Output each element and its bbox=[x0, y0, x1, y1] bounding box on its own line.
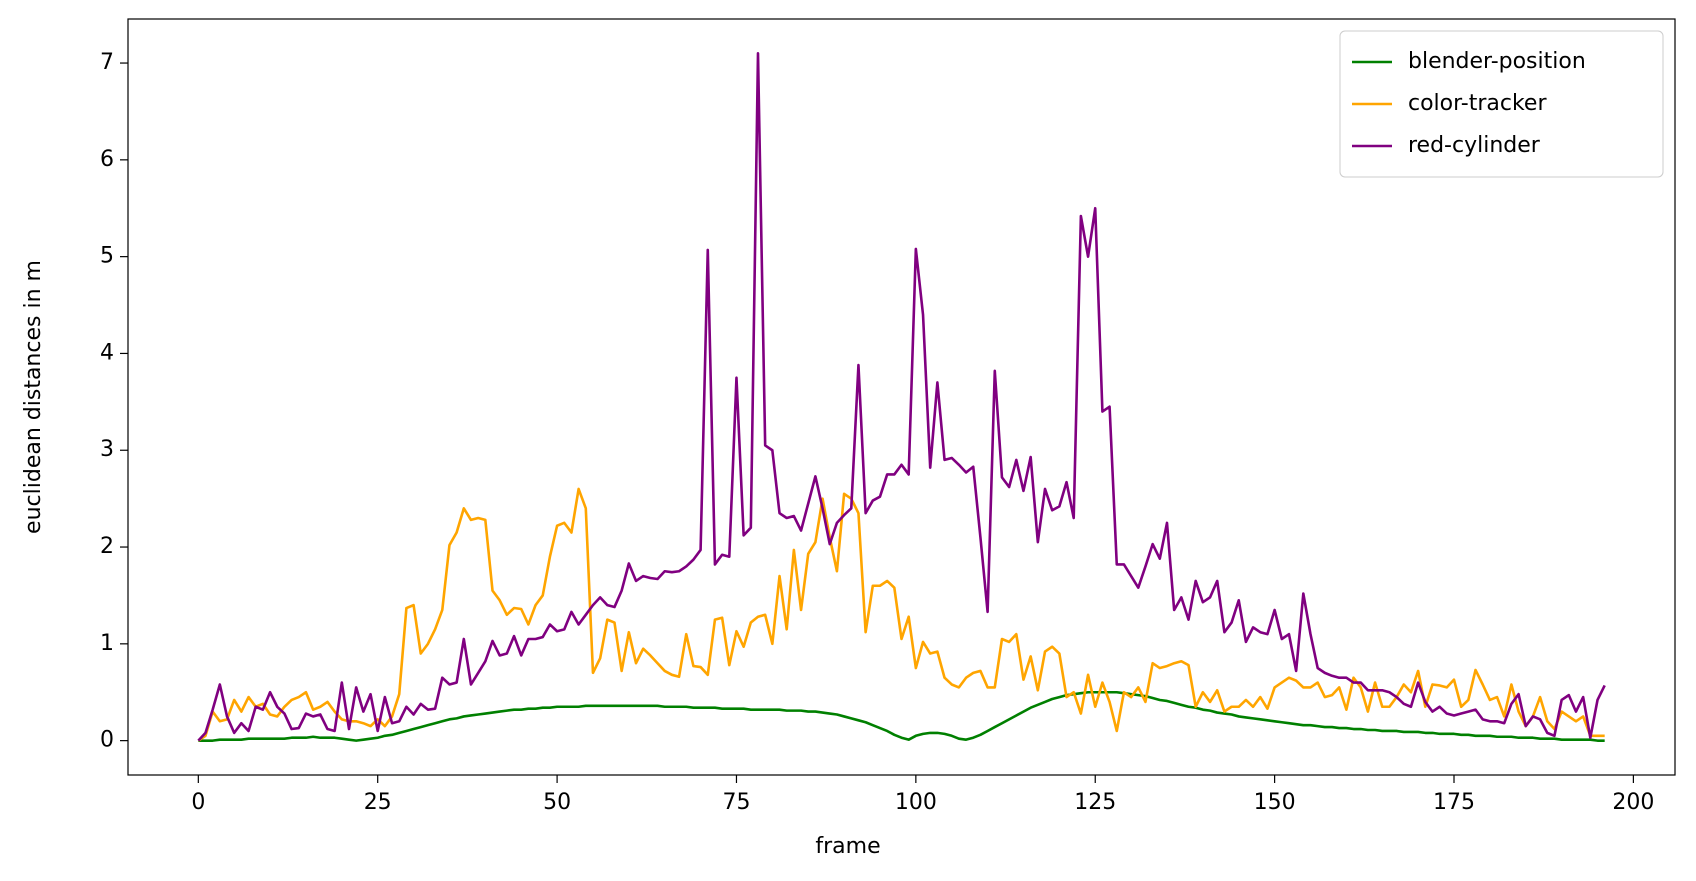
x-tick-label: 50 bbox=[543, 790, 571, 815]
x-tick-label: 175 bbox=[1433, 790, 1475, 815]
y-tick-label: 5 bbox=[100, 244, 114, 269]
x-tick-label: 25 bbox=[364, 790, 392, 815]
legend-label: blender-position bbox=[1408, 49, 1586, 74]
x-tick-label: 0 bbox=[191, 790, 205, 815]
x-tick-label: 100 bbox=[895, 790, 937, 815]
y-tick-label: 1 bbox=[100, 631, 114, 656]
legend-label: red-cylinder bbox=[1408, 133, 1541, 158]
line-series bbox=[197, 52, 1606, 742]
line-series bbox=[197, 487, 1605, 742]
x-tick-label: 75 bbox=[722, 790, 750, 815]
y-tick-label: 2 bbox=[100, 534, 114, 559]
axes-frame bbox=[127, 18, 1676, 776]
x-tick-label: 200 bbox=[1612, 790, 1654, 815]
y-tick-label: 4 bbox=[100, 340, 114, 365]
legend-box bbox=[1339, 30, 1664, 178]
line-series bbox=[198, 690, 1605, 742]
y-tick-label: 7 bbox=[100, 50, 114, 75]
y-tick-label: 0 bbox=[100, 728, 114, 753]
y-tick-label: 3 bbox=[100, 437, 114, 462]
y-axis-label: euclidean distances in m bbox=[21, 260, 46, 534]
x-tick-label: 125 bbox=[1074, 790, 1116, 815]
x-tick-label: 150 bbox=[1254, 790, 1296, 815]
y-tick-label: 6 bbox=[100, 147, 114, 172]
legend-label: color-tracker bbox=[1408, 91, 1547, 116]
x-axis-label: frame bbox=[815, 834, 880, 859]
